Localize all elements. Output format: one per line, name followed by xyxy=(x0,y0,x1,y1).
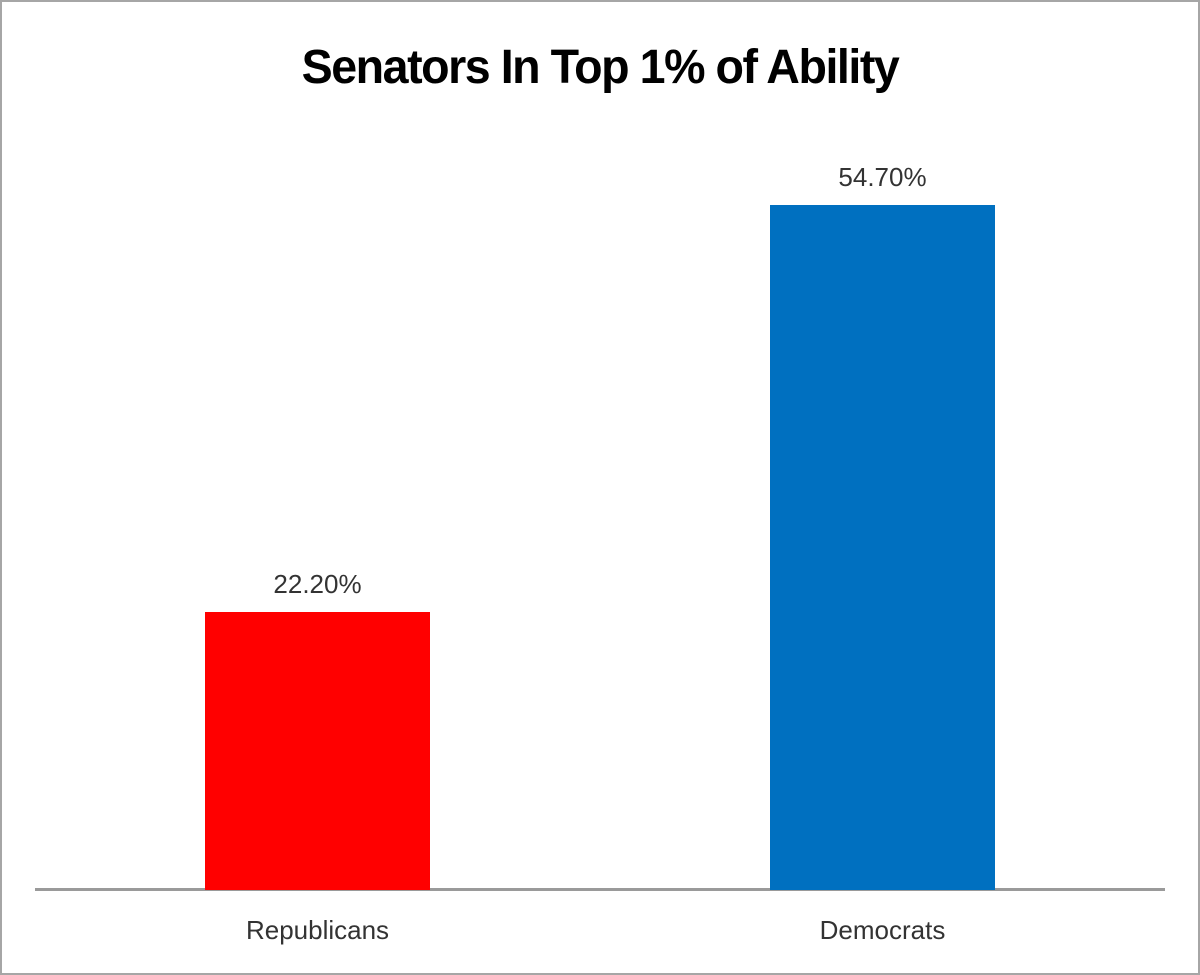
value-label-democrats: 54.70% xyxy=(838,162,927,192)
value-label-republicans: 22.20% xyxy=(273,569,362,599)
category-label-republicans: Republicans xyxy=(245,915,390,945)
category-label-democrats: Democrats xyxy=(819,915,946,945)
x-axis-line xyxy=(35,888,1165,891)
bar-democrats xyxy=(770,205,995,890)
plot-area: 22.20% Republicans 54.70% Democrats xyxy=(35,139,1165,945)
bar-republicans xyxy=(205,612,430,890)
chart-title: Senators In Top 1% of Ability xyxy=(301,41,900,94)
